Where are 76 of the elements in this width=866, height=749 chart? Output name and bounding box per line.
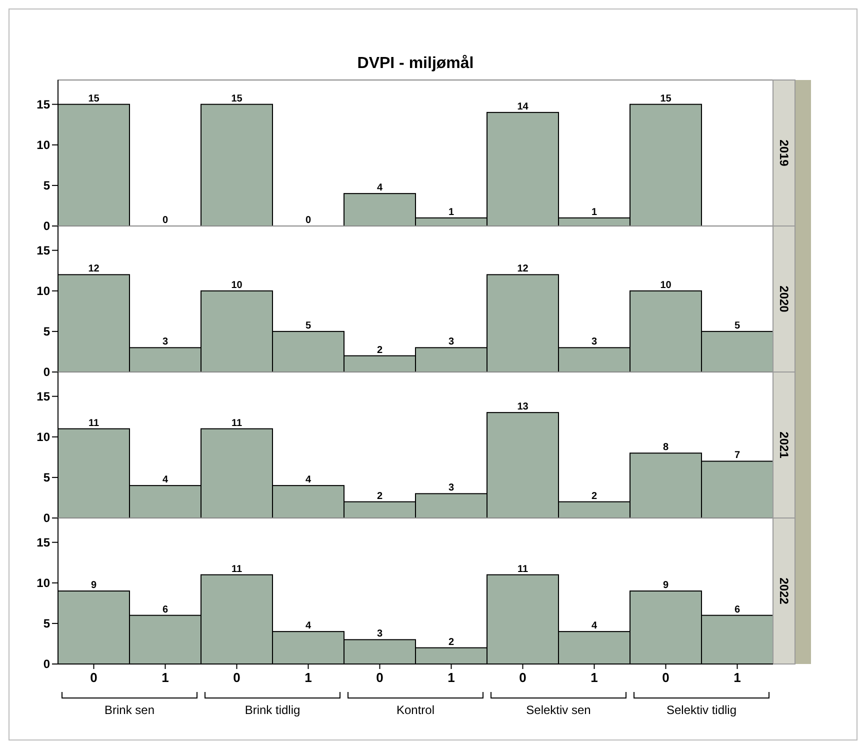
y-tick-label: 0 bbox=[43, 219, 50, 234]
x-tick-label: 1 bbox=[448, 670, 455, 685]
y-tick-label: 5 bbox=[43, 178, 50, 193]
data-label: 2 bbox=[591, 490, 598, 502]
data-label: 2 bbox=[448, 636, 454, 648]
y-tick-label: 10 bbox=[36, 138, 50, 152]
x-tick-label: 0 bbox=[233, 670, 240, 685]
data-label: 2 bbox=[376, 344, 383, 356]
y-tick-label: 15 bbox=[36, 536, 50, 550]
data-label: 12 bbox=[88, 264, 100, 275]
data-label: 0 bbox=[305, 215, 312, 226]
x-tick-label: 0 bbox=[376, 670, 384, 685]
data-label: 4 bbox=[591, 620, 598, 632]
data-label: 2 bbox=[376, 490, 383, 502]
data-label: 3 bbox=[162, 336, 168, 348]
data-label: 3 bbox=[376, 628, 383, 640]
x-tick-label: 0 bbox=[90, 670, 98, 685]
text: 2019 bbox=[776, 140, 791, 167]
data-label: 10 bbox=[660, 280, 672, 291]
x-tick-label: 0 bbox=[662, 670, 670, 685]
y-tick-label: 10 bbox=[36, 430, 50, 444]
data-label: 3 bbox=[591, 336, 598, 348]
y-tick-label: 15 bbox=[36, 390, 50, 404]
data-label: 7 bbox=[734, 450, 740, 462]
data-label: 11 bbox=[517, 564, 528, 575]
data-label: 9 bbox=[662, 580, 669, 591]
text: Selektiv sen bbox=[526, 703, 591, 717]
x-tick-label: 1 bbox=[734, 670, 741, 685]
text: 2022 bbox=[776, 578, 791, 605]
data-label: 4 bbox=[162, 474, 168, 486]
y-tick-label: 0 bbox=[43, 365, 50, 380]
data-label: 5 bbox=[734, 320, 740, 332]
data-label: 8 bbox=[662, 442, 669, 454]
data-label: 0 bbox=[162, 215, 168, 226]
x-tick-label: 1 bbox=[590, 670, 598, 685]
data-label: 12 bbox=[517, 264, 529, 275]
data-label: 10 bbox=[231, 280, 243, 291]
data-label: 9 bbox=[90, 580, 97, 591]
y-tick-label: 10 bbox=[36, 284, 50, 298]
y-tick-label: 15 bbox=[36, 98, 50, 112]
data-label: 11 bbox=[88, 418, 100, 429]
data-label: 1 bbox=[591, 206, 598, 218]
y-tick-label: 5 bbox=[43, 616, 50, 631]
data-label: 13 bbox=[517, 402, 529, 413]
data-label: 6 bbox=[162, 604, 168, 616]
data-label: 5 bbox=[305, 320, 312, 332]
chart-title: DVPI - miljømål bbox=[357, 54, 474, 72]
data-label: 11 bbox=[231, 564, 242, 575]
bar bbox=[200, 104, 273, 226]
text: Kontrol bbox=[396, 703, 435, 717]
data-label: 11 bbox=[231, 418, 242, 429]
data-label: 4 bbox=[376, 182, 383, 194]
data-label: 14 bbox=[517, 101, 529, 112]
x-tick-label: 1 bbox=[304, 670, 312, 685]
text: Brink tidlig bbox=[244, 703, 300, 717]
text: 2020 bbox=[776, 286, 791, 313]
data-label: 15 bbox=[231, 93, 243, 104]
x-tick-label: 0 bbox=[519, 670, 526, 685]
y-tick-label: 5 bbox=[43, 324, 50, 339]
data-label: 4 bbox=[305, 620, 312, 632]
data-label: 15 bbox=[88, 93, 100, 104]
y-tick-label: 10 bbox=[36, 576, 50, 590]
data-label: 6 bbox=[734, 604, 740, 616]
text: Brink sen bbox=[104, 703, 155, 717]
y-tick-label: 5 bbox=[43, 470, 50, 485]
y-tick-label: 0 bbox=[43, 657, 50, 672]
text: Selektiv tidlig bbox=[666, 703, 737, 717]
y-tick-label: 15 bbox=[36, 244, 50, 258]
data-label: 1 bbox=[448, 206, 454, 218]
y-tick-label: 0 bbox=[43, 511, 50, 526]
data-label: 3 bbox=[448, 482, 454, 494]
data-label: 3 bbox=[448, 336, 454, 348]
x-tick-label: 1 bbox=[162, 670, 169, 685]
data-label: 15 bbox=[660, 93, 672, 104]
data-label: 4 bbox=[305, 474, 312, 486]
text: 2021 bbox=[776, 432, 791, 459]
